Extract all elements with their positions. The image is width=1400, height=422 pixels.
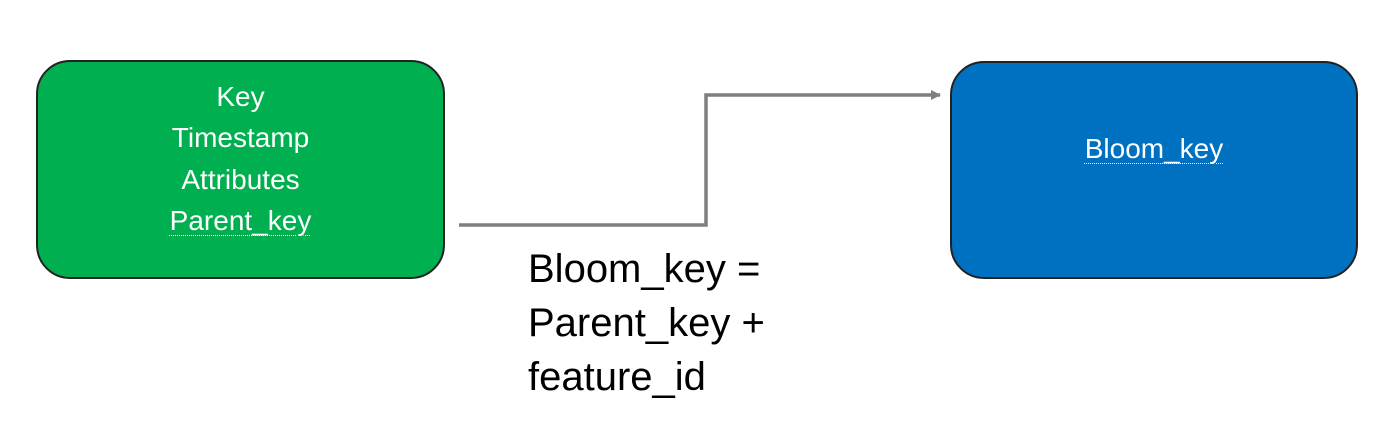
- formula-line-3: feature_id: [528, 355, 706, 399]
- formula-line-2: Parent_key +: [528, 301, 765, 345]
- bloom-key-box: Bloom_key: [950, 61, 1358, 279]
- connector-line: [459, 90, 941, 227]
- formula-text: Bloom_key = Parent_key + feature_id: [528, 242, 765, 404]
- field-attributes: Attributes: [181, 163, 300, 195]
- field-timestamp: Timestamp: [171, 122, 310, 153]
- field-parent-key: Parent_key: [169, 205, 312, 236]
- source-record-box: Key Timestamp Attributes Parent_key: [36, 60, 445, 279]
- bloom-key-label: Bloom_key: [1084, 133, 1224, 165]
- field-key: Key: [216, 80, 265, 112]
- formula-line-1: Bloom_key =: [528, 247, 761, 291]
